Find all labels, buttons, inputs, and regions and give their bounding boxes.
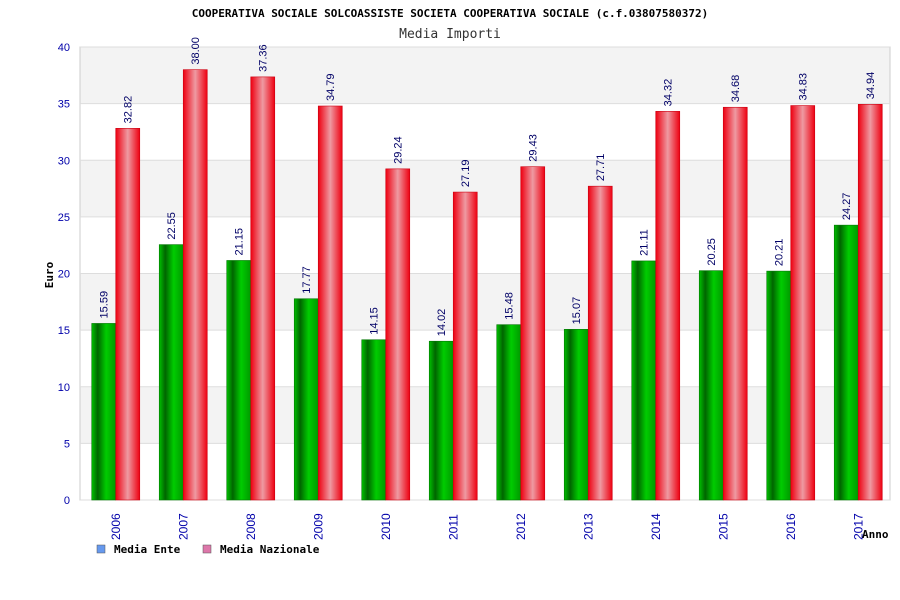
x-tick-label: 2015 (716, 513, 730, 540)
chart-subtitle: Media Importi (399, 27, 501, 42)
bar-media-nazionale (722, 106, 748, 501)
bar-media-nazionale (250, 76, 276, 501)
bar-media-ente (766, 270, 792, 501)
x-tick-label: 2017 (851, 513, 865, 540)
bar-media-nazionale (655, 111, 681, 501)
legend-swatch-media-ente (96, 544, 106, 554)
value-label: 38.00 (190, 37, 202, 65)
value-label: 34.68 (730, 75, 742, 103)
value-label: 20.21 (774, 239, 786, 267)
bar-media-ente (226, 260, 252, 501)
value-label: 34.94 (865, 72, 877, 100)
x-tick-label: 2012 (514, 513, 528, 540)
value-label: 21.15 (234, 228, 246, 256)
value-label: 14.15 (369, 307, 381, 335)
x-tick-label: 2014 (649, 513, 663, 540)
bar-media-nazionale (115, 128, 141, 501)
grid-lines (80, 46, 890, 501)
y-tick-label: 15 (58, 325, 70, 337)
bar-media-ente (496, 324, 522, 501)
value-label: 29.24 (393, 136, 405, 164)
value-label: 15.07 (571, 297, 583, 325)
bar-media-ente (293, 298, 319, 501)
x-tick-label: 2010 (379, 513, 393, 540)
x-tick-label: 2006 (109, 513, 123, 540)
y-tick-label: 5 (64, 438, 70, 450)
x-tick-label: 2007 (176, 513, 190, 540)
value-label: 20.25 (706, 238, 718, 266)
bar-media-nazionale (587, 185, 613, 501)
y-tick-label: 35 (58, 99, 70, 111)
value-label: 34.32 (663, 79, 675, 107)
chart-title: COOPERATIVA SOCIALE SOLCOASSISTE SOCIETA… (192, 7, 709, 20)
bar-media-nazionale (520, 166, 546, 501)
y-tick-label: 30 (58, 155, 70, 167)
value-label: 21.11 (639, 229, 651, 256)
value-label: 27.19 (460, 160, 472, 188)
x-tick-label: 2009 (311, 513, 325, 540)
x-tick-label: 2016 (784, 513, 798, 540)
bar-media-ente (563, 329, 589, 501)
y-tick-label: 20 (58, 269, 70, 281)
legend-label-media-ente: Media Ente (114, 543, 181, 556)
value-label: 24.27 (841, 193, 853, 221)
bar-media-nazionale (385, 168, 411, 501)
value-label: 15.48 (504, 292, 516, 320)
bar-media-nazionale (182, 69, 208, 501)
bar-media-ente (833, 224, 859, 501)
value-label: 15.59 (99, 291, 111, 319)
bar-media-ente (361, 339, 387, 501)
x-axis-label: Anno (862, 528, 889, 541)
grid-band (80, 386, 890, 444)
value-label: 32.82 (123, 96, 135, 124)
bar-media-ente (698, 270, 724, 501)
bars (91, 69, 883, 501)
grid-band (80, 273, 890, 331)
y-tick-label: 0 (64, 495, 70, 507)
value-label: 34.83 (798, 73, 810, 101)
value-label: 17.77 (301, 266, 313, 294)
legend-label-media-nazionale: Media Nazionale (220, 543, 320, 556)
y-tick-label: 10 (58, 382, 70, 394)
value-label: 14.02 (436, 309, 448, 337)
bar-media-nazionale (452, 191, 478, 501)
bar-media-nazionale (790, 105, 816, 501)
value-label: 29.43 (528, 134, 540, 162)
y-axis-label: Euro (43, 261, 56, 288)
bar-media-ente (428, 340, 454, 501)
x-tick-label: 2008 (244, 513, 258, 540)
value-labels: 15.59 32.82 22.55 38.00 21.15 37.36 17.77 34.79… (99, 37, 878, 336)
grid-band (80, 160, 890, 217)
y-axis-ticks: 0 5 10 15 20 25 30 35 40 (58, 42, 70, 507)
bar-media-ente (631, 260, 657, 501)
value-label: 37.36 (258, 44, 270, 72)
value-label: 34.79 (325, 73, 337, 101)
bar-media-ente (91, 323, 117, 501)
y-tick-label: 40 (58, 42, 70, 54)
x-tick-label: 2013 (581, 513, 595, 540)
legend-swatch-media-nazionale (202, 544, 212, 554)
bar-media-nazionale (857, 104, 883, 501)
bar-media-ente (158, 244, 184, 501)
bar-media-nazionale (317, 105, 343, 501)
x-tick-label: 2011 (446, 514, 460, 540)
x-axis-ticks: 2006 2007 2008 2009 2010 2011 2012 2013 2014 2015… (109, 513, 866, 540)
y-tick-label: 25 (58, 212, 70, 224)
value-label: 22.55 (166, 212, 178, 240)
legend: Media Ente Media Nazionale (96, 543, 320, 556)
grid-band (80, 47, 890, 104)
value-label: 27.71 (595, 154, 607, 182)
